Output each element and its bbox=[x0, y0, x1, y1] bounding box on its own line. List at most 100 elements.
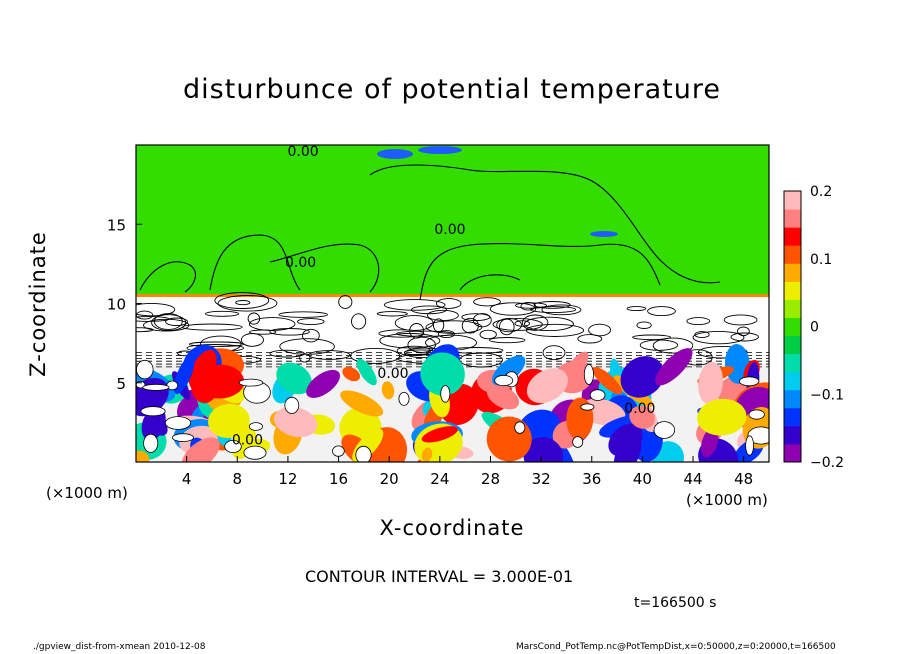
convective-blob bbox=[421, 426, 458, 443]
convective-blob bbox=[655, 348, 693, 386]
band-contour bbox=[426, 309, 459, 321]
neutral-blob bbox=[580, 403, 595, 411]
upper-contour bbox=[369, 164, 721, 284]
colorbar-swatch bbox=[784, 281, 801, 300]
cold-patch bbox=[377, 149, 413, 159]
x-tick-label: 44 bbox=[683, 470, 702, 488]
convective-blob bbox=[724, 344, 750, 384]
x-tick-label: 24 bbox=[430, 470, 449, 488]
band-contour bbox=[514, 320, 530, 327]
convective-blob bbox=[276, 362, 312, 395]
x-tick-label: 20 bbox=[380, 470, 399, 488]
colorbar-tick-label: −0.1 bbox=[810, 387, 844, 403]
neutral-blob bbox=[583, 364, 594, 385]
band-contour bbox=[143, 318, 190, 332]
cold-patch bbox=[418, 146, 462, 154]
band-contour bbox=[632, 334, 672, 341]
colorbar-swatch bbox=[784, 263, 801, 282]
x-axis-label: X-coordinate bbox=[379, 516, 525, 540]
convective-blob bbox=[420, 352, 465, 396]
colorbar-tick-label: 0.1 bbox=[810, 252, 832, 268]
neutral-blob bbox=[171, 433, 194, 442]
band-contour bbox=[165, 317, 189, 327]
neutral-blob bbox=[748, 409, 765, 420]
contour-label: 0.00 bbox=[232, 433, 263, 449]
band-contour bbox=[247, 312, 261, 325]
convective-blob bbox=[592, 366, 623, 395]
colorbar-tick-label: 0 bbox=[810, 320, 819, 336]
band-contour bbox=[461, 313, 491, 321]
neutral-blob bbox=[355, 445, 372, 462]
contour-interval: CONTOUR INTERVAL = 3.000E-01 bbox=[305, 567, 574, 586]
band-contour bbox=[541, 304, 582, 316]
colorbar-swatch bbox=[784, 389, 801, 409]
neutral-blob bbox=[243, 445, 267, 460]
band-contour bbox=[299, 353, 311, 363]
neutral-blob bbox=[284, 396, 300, 414]
upper-contour bbox=[209, 234, 301, 291]
band-contour bbox=[188, 341, 245, 347]
contour-label: 0.00 bbox=[288, 144, 319, 160]
x-tick-label: 28 bbox=[481, 470, 500, 488]
neutral-blob bbox=[136, 359, 154, 380]
neutral-blob bbox=[164, 416, 192, 430]
convective-blob bbox=[273, 406, 318, 438]
band-contour bbox=[410, 305, 447, 315]
colorbar-swatch bbox=[784, 407, 801, 427]
convective-blob bbox=[340, 390, 384, 417]
band-contour bbox=[395, 330, 454, 337]
band-contour bbox=[523, 316, 574, 332]
band-contour bbox=[136, 316, 170, 322]
band-contour bbox=[533, 301, 571, 309]
x-unit-right: (×1000 m) bbox=[686, 491, 768, 509]
band-contour bbox=[636, 321, 652, 329]
colorbar-tick-label: 0.2 bbox=[810, 184, 832, 200]
colorbar-swatch bbox=[784, 209, 801, 228]
convective-blob bbox=[701, 427, 719, 458]
contour-labels: 0.00 0.00 0.00 0.00 0.00 0.00 bbox=[232, 144, 656, 448]
colorbar-swatch bbox=[784, 353, 801, 373]
upper-contour bbox=[139, 261, 196, 293]
convective-blob bbox=[629, 405, 655, 429]
band-contour bbox=[217, 295, 278, 312]
colorbar-swatch bbox=[784, 443, 801, 463]
band-contour bbox=[383, 299, 446, 311]
band-contour bbox=[351, 313, 367, 330]
neutral-blob bbox=[745, 435, 754, 456]
band-contour bbox=[136, 302, 176, 317]
x-axis: 4 8 12 16 20 24 28 32 36 40 44 48 bbox=[182, 456, 753, 488]
neutral-blob bbox=[589, 389, 606, 401]
band-contour bbox=[525, 323, 585, 337]
band-contour bbox=[249, 329, 277, 335]
colorbar-swatch bbox=[784, 317, 801, 337]
colorbar: 0.2 0.1 0 −0.1 −0.2 bbox=[783, 184, 844, 471]
band-contour bbox=[577, 334, 603, 344]
x-unit-left: (×1000 m) bbox=[46, 484, 128, 502]
band-contour bbox=[425, 320, 483, 334]
y-tick-label: 5 bbox=[116, 375, 126, 393]
y-tick-label: 10 bbox=[107, 296, 126, 314]
band-contour bbox=[338, 295, 353, 309]
convective-blob bbox=[150, 417, 168, 436]
band-contour bbox=[379, 333, 441, 349]
colorbar-frame bbox=[783, 190, 802, 463]
band-contour bbox=[489, 302, 537, 316]
neutral-blob bbox=[440, 385, 451, 403]
neutral-blob bbox=[653, 421, 676, 439]
band-contour bbox=[697, 345, 748, 359]
colorbar-swatch bbox=[784, 245, 801, 264]
neutral-blob bbox=[398, 391, 410, 406]
convective-blob bbox=[698, 361, 724, 405]
x-tick-label: 32 bbox=[532, 470, 551, 488]
convective-blob bbox=[306, 369, 340, 398]
band-contour bbox=[588, 323, 612, 337]
band-contour bbox=[488, 337, 526, 344]
neutral-blob bbox=[572, 436, 584, 448]
band-contour bbox=[378, 329, 425, 338]
convective-blob bbox=[181, 437, 220, 462]
convective-blob bbox=[207, 403, 250, 438]
neutral-blob bbox=[332, 445, 345, 457]
cold-patch bbox=[590, 231, 618, 237]
band-contour bbox=[235, 300, 251, 306]
